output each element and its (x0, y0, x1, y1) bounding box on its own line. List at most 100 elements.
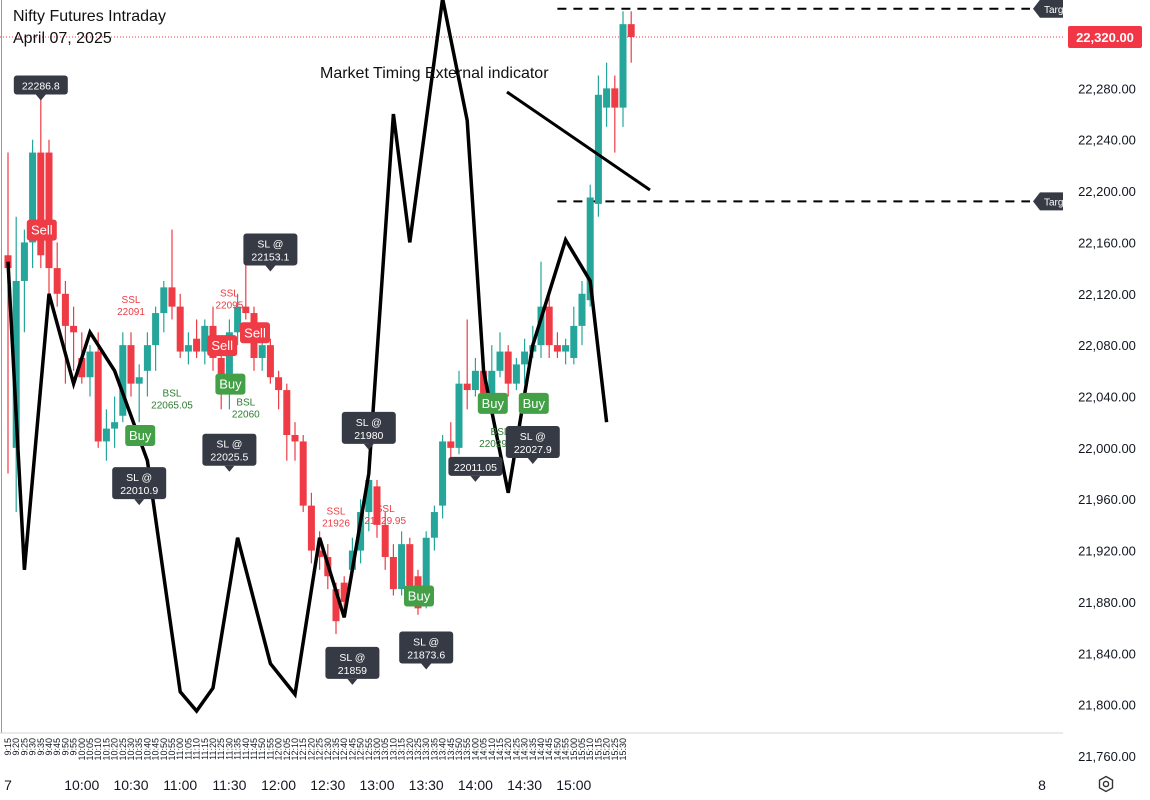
candle (430, 505, 438, 551)
x-minor-tick-label: 11:25 (216, 738, 226, 760)
candle-body (373, 486, 381, 525)
stop-loss-tag-label: SL @ (339, 652, 365, 664)
candle (4, 152, 12, 474)
x-minor-tick-label: 13:40 (438, 738, 448, 761)
x-major-tick-label: 10:30 (113, 777, 148, 793)
x-minor-tick-label: 13:25 (413, 738, 423, 761)
x-minor-tick-label: 10:30 (126, 738, 136, 761)
x-minor-tick-label: 9:50 (60, 738, 70, 756)
indicator-line (6, 0, 609, 714)
candle-body (127, 345, 135, 384)
x-minor-tick-label: 14:20 (503, 738, 513, 761)
candle (578, 280, 586, 346)
candle (143, 332, 151, 397)
candle (496, 332, 504, 378)
candle (70, 306, 78, 371)
candle (275, 370, 283, 410)
stop-loss-tag-label: 22010.9 (120, 485, 158, 497)
candle (86, 345, 94, 397)
candle-body (365, 479, 373, 513)
candle (373, 479, 381, 538)
buy-signal-label: Buy (219, 377, 242, 392)
candle-body (455, 383, 463, 448)
sell-signal-label: Sell (211, 338, 233, 353)
candle-body (463, 383, 471, 391)
plot-area (0, 0, 1063, 733)
stop-loss-tag-label: 22025.5 (210, 452, 248, 464)
x-minor-tick-label: 9:45 (52, 738, 62, 756)
target-tag: Targ (1033, 0, 1063, 18)
x-minor-tick-label: 9:15 (3, 738, 13, 756)
stop-loss-tag: 22286.8 (13, 75, 68, 101)
x-major-tick-label: 13:00 (359, 777, 394, 793)
x-minor-tick-label: 11:50 (257, 738, 267, 760)
x-minor-tick-label: 12:30 (323, 738, 333, 761)
bsl-label: BSL (491, 427, 510, 438)
y-tick-label: 22,240.00 (1078, 133, 1136, 148)
x-minor-tick-label: 12:20 (306, 738, 316, 761)
stop-loss-tag-label: SL @ (520, 431, 546, 443)
target-tag: Targ (1033, 192, 1063, 211)
x-minor-tick-label: 11:45 (249, 738, 259, 760)
x-minor-tick-label: 15:05 (577, 738, 587, 761)
stop-loss-tag-label: 22011.05 (454, 462, 497, 474)
settings-gear-icon[interactable] (1097, 775, 1115, 793)
candle-body (603, 88, 611, 108)
x-minor-tick-label: 13:00 (372, 738, 382, 761)
buy-signal-label: Buy (408, 589, 431, 604)
stop-loss-tag-pointer (470, 475, 481, 482)
candle (102, 409, 110, 461)
stop-loss-tag: SL @21873.6 (399, 631, 454, 670)
stop-loss-tag-pointer (224, 465, 235, 472)
candle-body (537, 306, 545, 346)
x-minor-tick-label: 12:05 (282, 738, 292, 761)
x-minor-tick-label: 13:45 (446, 738, 456, 761)
y-tick-label: 21,840.00 (1078, 646, 1136, 661)
candle-body (381, 524, 389, 557)
x-minor-tick-label: 14:35 (528, 738, 538, 761)
buy-signal: Buy (215, 373, 246, 395)
stop-loss-tag-label: 22027.9 (514, 444, 552, 456)
x-minor-tick-label: 9:55 (69, 738, 79, 756)
candle-body (193, 338, 201, 352)
candle-body (488, 370, 496, 397)
stop-loss-tag-pointer (421, 663, 432, 670)
stop-loss-tag: SL @21859 (325, 646, 380, 685)
candle (53, 242, 61, 307)
candle (381, 512, 389, 570)
stop-loss-tag: SL @22010.9 (112, 467, 167, 506)
candle-body (586, 197, 594, 301)
x-minor-tick-label: 10:10 (93, 738, 103, 761)
candle-body (594, 94, 602, 204)
x-minor-tick-label: 10:40 (142, 738, 152, 761)
x-minor-tick-label: 10:15 (101, 738, 111, 761)
x-minor-tick-label: 11:40 (241, 738, 251, 760)
buy-signal-box (518, 392, 549, 414)
last-price-tag: 22,320.00 (1068, 26, 1142, 48)
sell-signal-label: Sell (31, 223, 53, 238)
stop-loss-tag-box (505, 426, 560, 459)
chart-header: Nifty Futures Intraday April 07, 2025 (13, 6, 166, 50)
y-tick-label: 21,880.00 (1078, 595, 1136, 610)
x-minor-tick-label: 13:30 (421, 738, 431, 761)
candle-body (447, 441, 455, 448)
candle (29, 139, 37, 269)
x-minor-tick-label: 14:00 (470, 738, 480, 761)
candle-body (86, 351, 94, 378)
y-tick-label: 21,800.00 (1078, 698, 1136, 713)
candle (570, 306, 578, 365)
ssl-label: 21929.95 (364, 516, 406, 527)
x-minor-tick-label: 15:15 (593, 738, 603, 761)
candle-body (471, 370, 479, 391)
stop-loss-tag-label: SL @ (356, 417, 382, 429)
y-tick-label: 22,280.00 (1078, 81, 1136, 96)
x-minor-tick-label: 14:15 (495, 738, 505, 761)
stop-loss-tag-box (325, 646, 380, 679)
x-major-tick-label: 14:30 (507, 777, 542, 793)
x-minor-tick-label: 12:45 (347, 738, 357, 761)
stop-loss-tag-box (448, 456, 503, 476)
target-tag-shape (1033, 192, 1063, 211)
candle-body (152, 313, 160, 346)
candle (234, 293, 242, 346)
